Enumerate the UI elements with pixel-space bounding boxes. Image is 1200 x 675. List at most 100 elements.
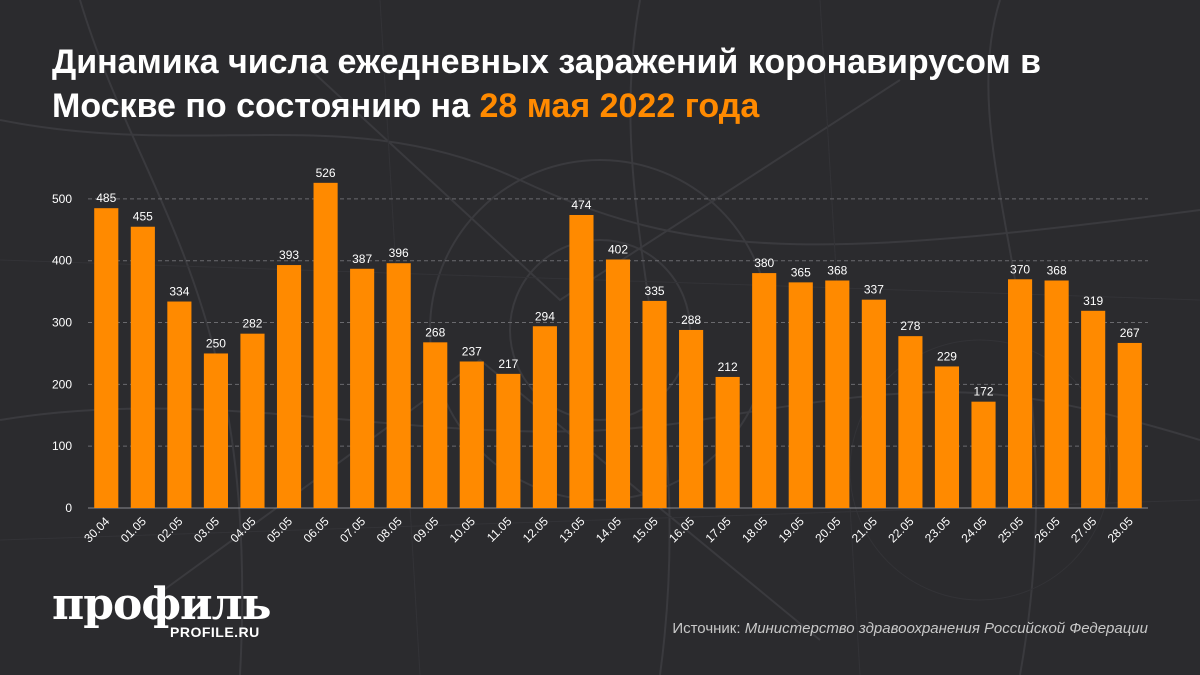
x-tick-label: 15.05 — [630, 514, 661, 545]
bar-value-label: 393 — [279, 248, 299, 262]
bar — [203, 353, 228, 508]
y-tick-label: 300 — [52, 316, 72, 330]
x-tick-label: 30.04 — [81, 514, 112, 545]
bar-value-label: 237 — [462, 344, 482, 358]
y-tick-label: 200 — [52, 377, 72, 391]
x-tick-label: 14.05 — [593, 514, 624, 545]
bars-layer: 485 30.04 455 01.05 334 02.05 250 03.05 282 04.05… — [81, 166, 1142, 545]
bar-value-label: 250 — [206, 336, 226, 350]
x-tick-label: 06.05 — [301, 514, 332, 545]
bar — [934, 366, 960, 508]
x-tick-label: 11.05 — [484, 514, 515, 545]
bar-value-label: 365 — [791, 265, 811, 279]
bar-value-label: 485 — [96, 191, 116, 205]
bar — [1008, 279, 1033, 508]
x-tick-label: 07.05 — [337, 514, 368, 545]
bar — [605, 259, 631, 508]
chart-title: Динамика числа ежедневных заражений коро… — [52, 40, 1162, 128]
bar-value-label: 370 — [1010, 262, 1030, 276]
bar — [1081, 310, 1106, 508]
x-tick-label: 08.05 — [374, 514, 405, 545]
bar — [861, 299, 886, 508]
x-tick-label: 19.05 — [776, 514, 807, 545]
bar — [240, 333, 265, 508]
bar-value-label: 334 — [169, 285, 189, 299]
bar-value-label: 368 — [1047, 264, 1067, 278]
profile-site-label: PROFILE.RU — [170, 624, 260, 640]
x-tick-label: 17.05 — [703, 514, 734, 545]
bar — [167, 301, 192, 508]
x-tick-label: 10.05 — [447, 514, 478, 545]
x-tick-label: 20.05 — [812, 514, 843, 545]
x-tick-label: 18.05 — [739, 514, 770, 545]
bar — [313, 182, 338, 508]
bar-value-label: 278 — [900, 319, 920, 333]
x-tick-label: 22.05 — [885, 514, 916, 545]
bar — [642, 300, 667, 508]
bar-value-label: 368 — [827, 264, 847, 278]
y-tick-label: 400 — [52, 254, 72, 268]
source-name: Министерство здравоохранения Российской … — [744, 620, 1148, 637]
y-tick-label: 0 — [65, 501, 72, 515]
bar — [971, 401, 996, 508]
bar-value-label: 217 — [498, 357, 518, 371]
bar — [569, 214, 594, 508]
bar-value-label: 229 — [937, 349, 957, 363]
bar-value-label: 268 — [425, 325, 445, 339]
bar-value-label: 474 — [571, 198, 591, 212]
bar-value-label: 396 — [389, 246, 409, 260]
x-tick-label: 28.05 — [1105, 514, 1136, 545]
bar-value-label: 526 — [316, 166, 336, 180]
bar-value-label: 455 — [133, 210, 153, 224]
bar — [386, 263, 411, 508]
bar-value-label: 335 — [645, 284, 665, 298]
bar — [94, 208, 119, 508]
x-tick-label: 24.05 — [959, 514, 990, 545]
source-note: Источник: Министерство здравоохранения Р… — [672, 620, 1148, 637]
y-tick-label: 500 — [52, 192, 72, 206]
bar — [423, 342, 448, 508]
x-tick-label: 25.05 — [995, 514, 1026, 545]
bar — [459, 361, 484, 508]
bar — [1044, 280, 1069, 508]
bar — [496, 373, 521, 508]
bar — [276, 265, 302, 508]
x-tick-label: 09.05 — [410, 514, 441, 545]
bar — [825, 280, 850, 508]
bar — [130, 226, 155, 508]
bar-value-label: 172 — [974, 385, 994, 399]
bar-value-label: 387 — [352, 252, 372, 266]
x-tick-label: 12.05 — [520, 514, 551, 545]
x-tick-label: 26.05 — [1032, 514, 1063, 545]
bar-value-label: 294 — [535, 309, 555, 323]
x-tick-label: 03.05 — [191, 514, 222, 545]
x-tick-label: 01.05 — [118, 514, 149, 545]
bar-value-label: 319 — [1083, 294, 1103, 308]
bar — [898, 336, 923, 508]
bar-value-label: 288 — [681, 313, 701, 327]
bar — [788, 282, 813, 508]
x-tick-label: 16.05 — [666, 514, 697, 545]
bar — [679, 329, 704, 508]
x-tick-label: 04.05 — [227, 514, 258, 545]
bar-value-label: 380 — [754, 256, 774, 270]
x-tick-label: 21.05 — [849, 514, 880, 545]
bar — [1117, 342, 1142, 508]
bar — [532, 326, 557, 508]
bar — [350, 268, 375, 508]
x-tick-label: 05.05 — [264, 514, 295, 545]
title-main: Динамика числа ежедневных заражений коро… — [52, 43, 1042, 125]
bar-value-label: 402 — [608, 242, 628, 256]
x-tick-label: 27.05 — [1068, 514, 1099, 545]
profile-logo: профиль — [52, 579, 272, 630]
x-tick-label: 13.05 — [556, 514, 587, 545]
bar-value-label: 212 — [718, 360, 738, 374]
source-label: Источник: — [672, 620, 741, 637]
bar — [715, 376, 740, 508]
bar-value-label: 267 — [1120, 326, 1140, 340]
bar-value-label: 337 — [864, 283, 884, 297]
y-tick-label: 100 — [52, 439, 72, 453]
bar-value-label: 282 — [242, 317, 262, 331]
x-tick-label: 23.05 — [922, 514, 953, 545]
